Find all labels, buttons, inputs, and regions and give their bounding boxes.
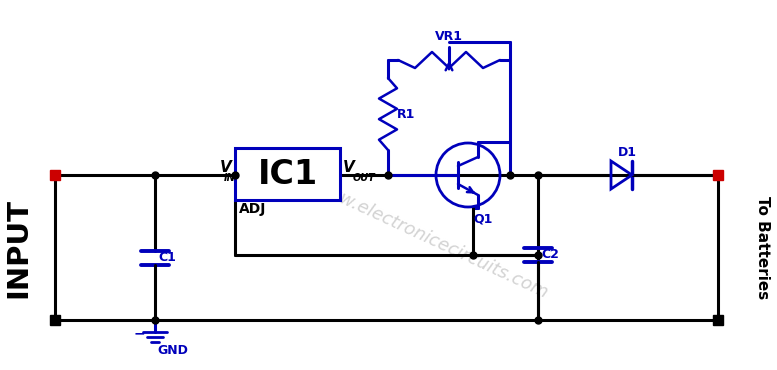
Text: VR1: VR1	[435, 30, 463, 43]
Text: −: −	[133, 326, 145, 340]
Text: D1: D1	[618, 145, 636, 158]
Text: C2: C2	[541, 248, 559, 261]
Text: INPUT: INPUT	[4, 198, 32, 297]
Text: C1: C1	[158, 251, 176, 264]
Text: IN: IN	[225, 173, 236, 183]
Text: Q1: Q1	[473, 212, 493, 225]
Text: ADJ: ADJ	[239, 202, 267, 216]
Text: V: V	[220, 160, 232, 175]
Text: www.electronicecircuits.com: www.electronicecircuits.com	[309, 177, 551, 303]
Text: V: V	[343, 160, 355, 175]
Text: OUT: OUT	[353, 173, 376, 183]
Text: GND: GND	[157, 343, 188, 357]
Text: To Batteries: To Batteries	[754, 196, 769, 299]
FancyBboxPatch shape	[235, 148, 340, 200]
Text: IC1: IC1	[257, 158, 318, 191]
Text: R1: R1	[397, 108, 416, 121]
